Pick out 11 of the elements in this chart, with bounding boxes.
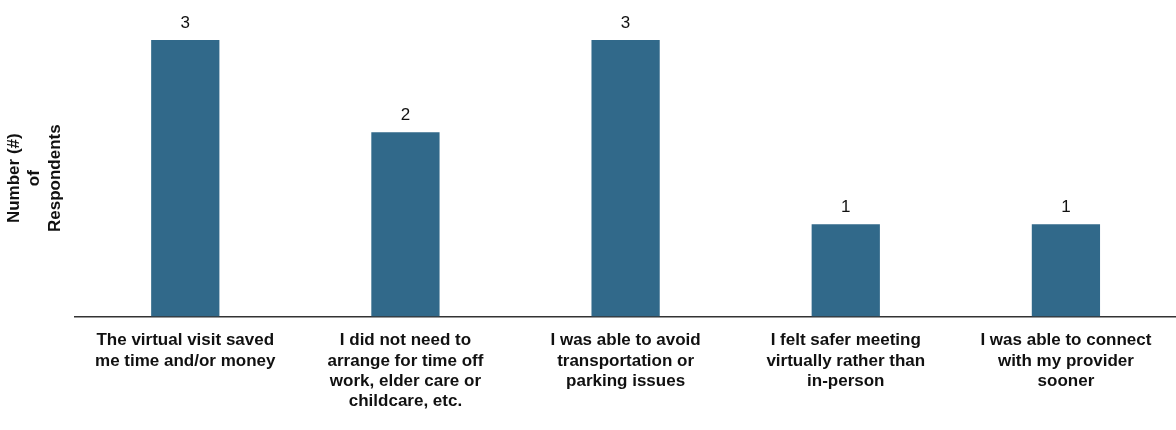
x-tick-label: The virtual visit saved me time and/or money xyxy=(95,330,277,370)
data-label: 3 xyxy=(180,13,191,33)
data-label: 3 xyxy=(620,13,631,33)
x-tick-label: I was able to connect with my provider sooner xyxy=(980,330,1152,391)
data-label: 2 xyxy=(400,105,411,125)
x-tick-label: I felt safer meeting virtually rather than in-person xyxy=(766,330,926,391)
data-label: 1 xyxy=(1061,197,1071,217)
data-label: 1 xyxy=(841,197,851,217)
x-tick-label: I did not need to arrange for time off work, elder care or childcare, etc. xyxy=(327,330,484,411)
y-axis-title: Number (#) of Respondents xyxy=(3,124,64,233)
x-tick-label: I was able to avoid transportation or parking issues xyxy=(550,330,701,391)
